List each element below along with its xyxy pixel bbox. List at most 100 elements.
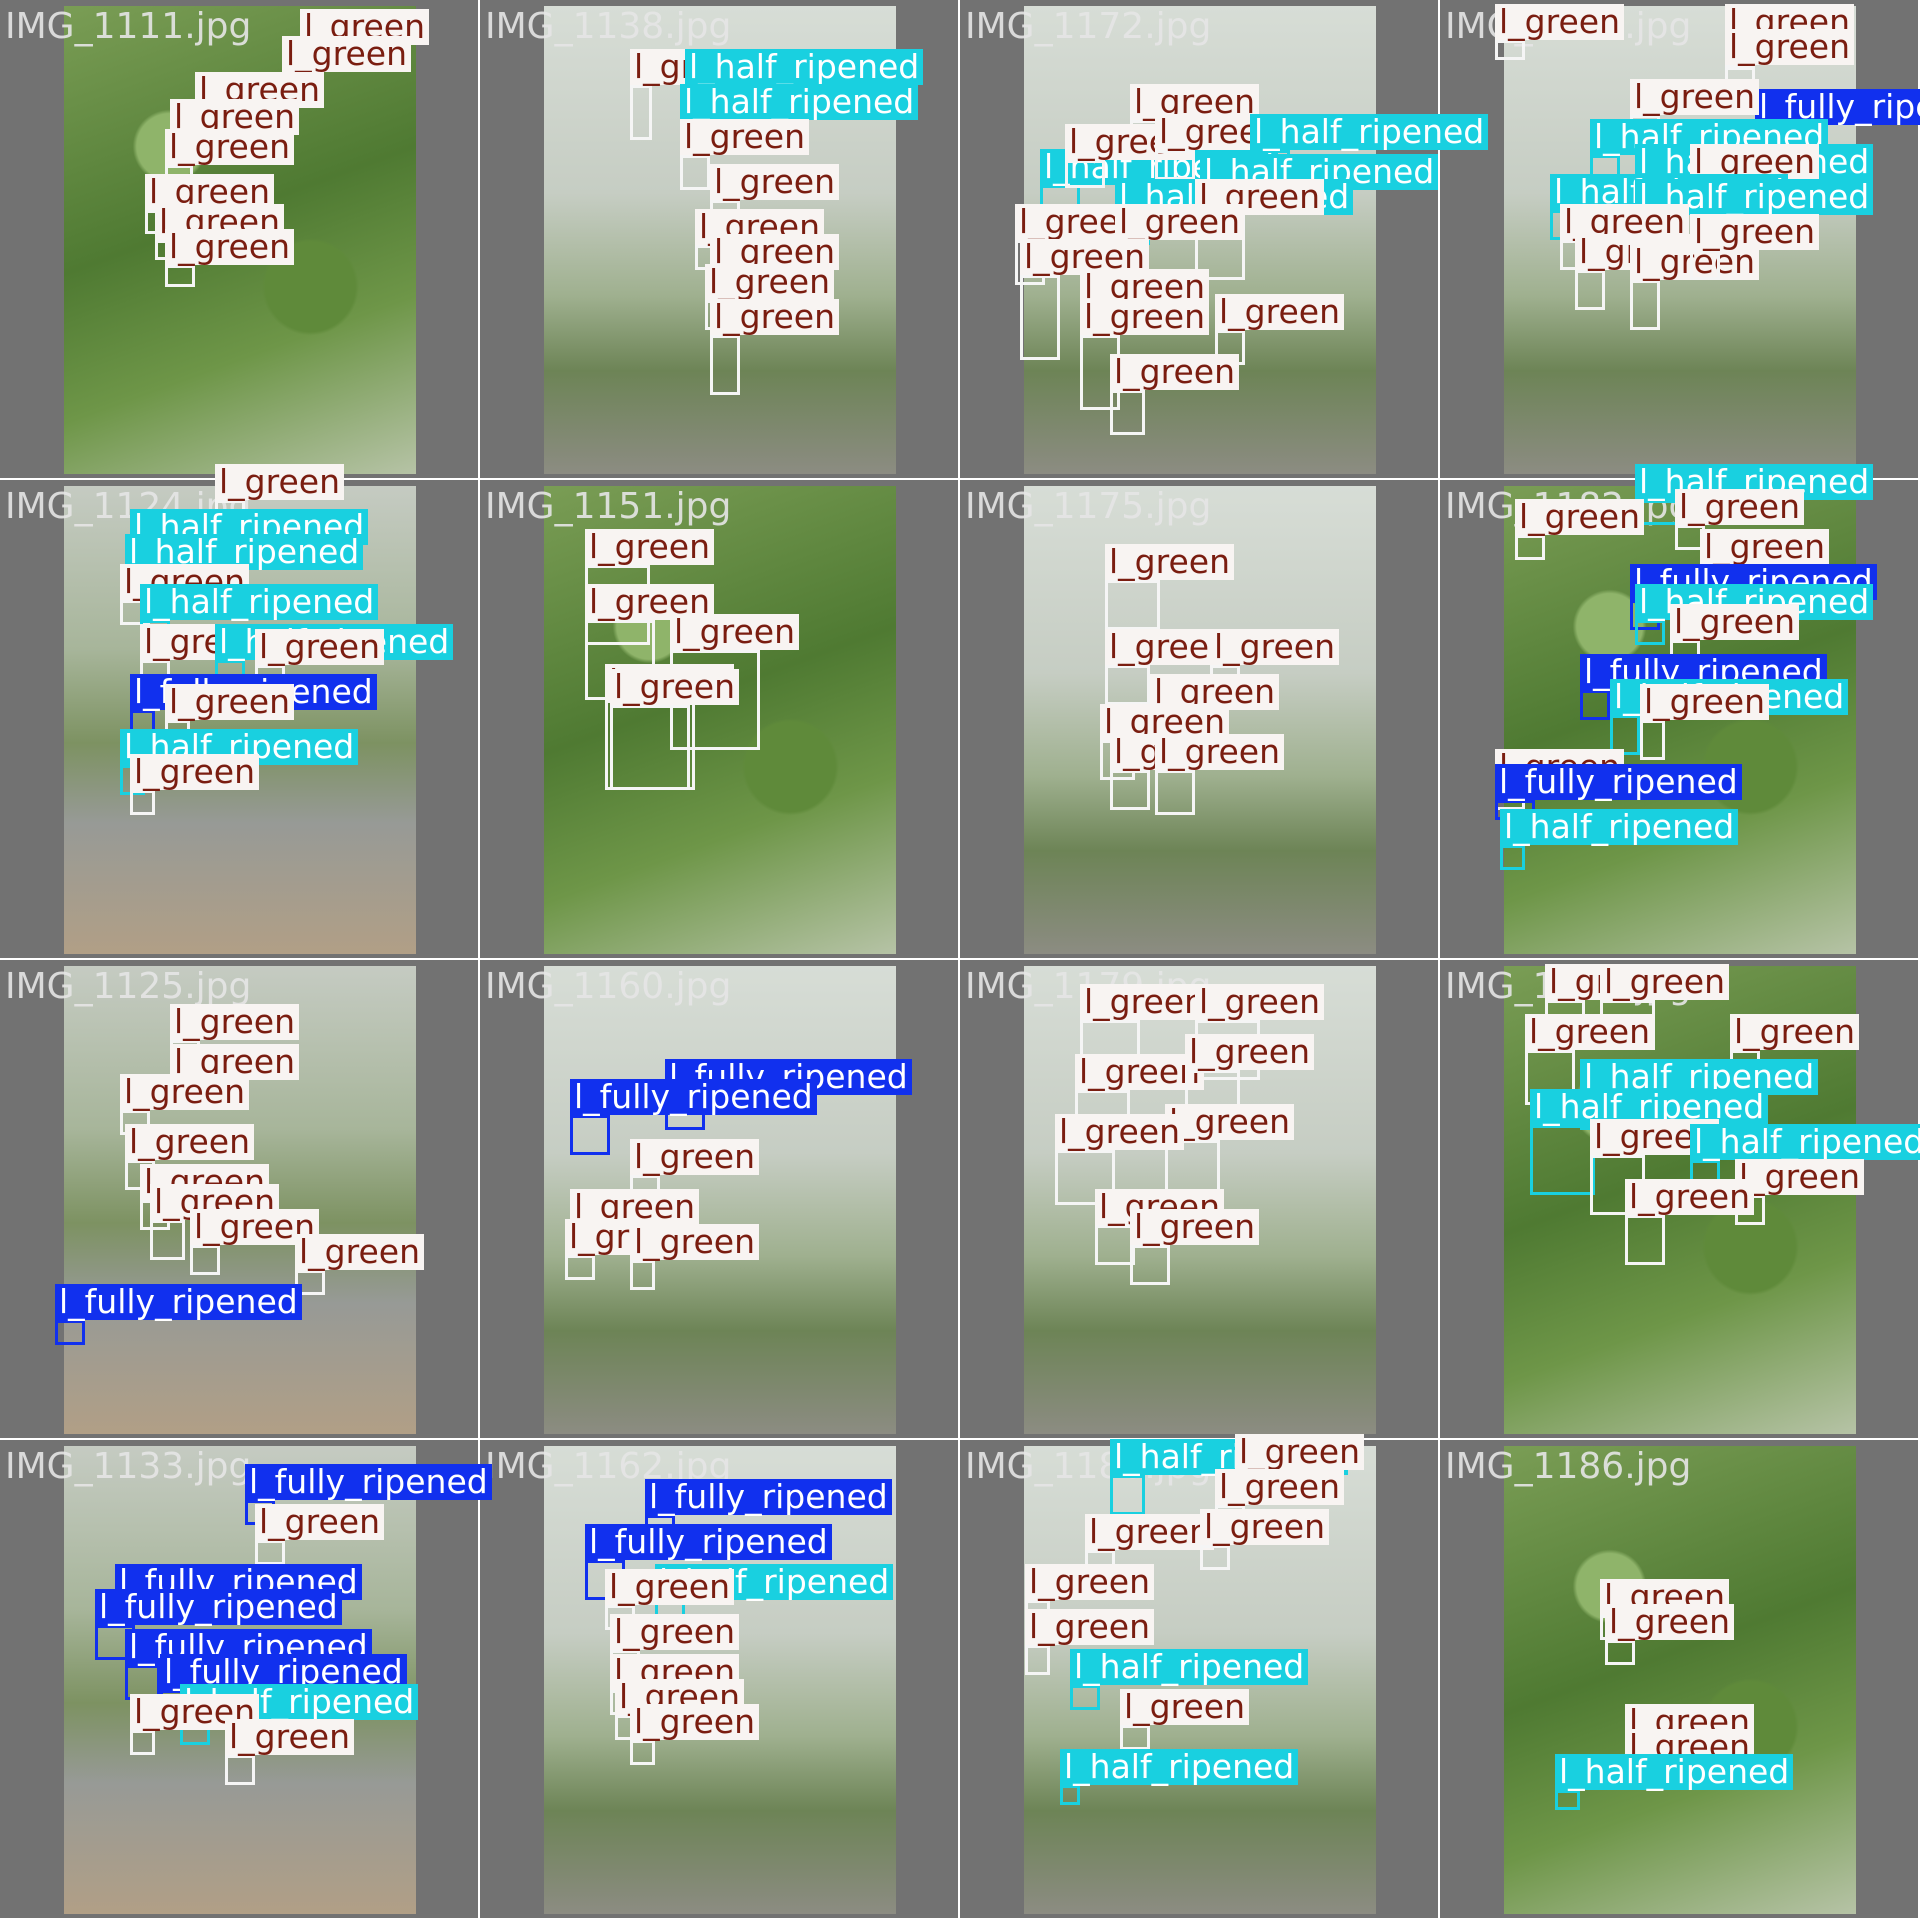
detection-green: l_green [1690, 214, 1819, 280]
class-label: l_fully_ripened [1755, 89, 1920, 125]
image-filename: IMG_1160.jpg [485, 966, 732, 1007]
class-label: l_green [225, 1719, 354, 1755]
detections-overlay: l_green l_green l_green l_green l_green l_gre… [960, 960, 1440, 1440]
bounding-box [1095, 1225, 1135, 1265]
image-tile: IMG_1111.jpg l_green l_green l_green l_green… [0, 0, 480, 480]
detections-overlay: l_greenl_half_ripenedl_half_ripenedl_gre… [480, 0, 960, 480]
detection-green: l_green [630, 1139, 759, 1200]
class-label: l_half_ripened [140, 584, 379, 620]
image-filename: IMG_1151.jpg [485, 486, 732, 527]
detection-green: l_green [1165, 1104, 1294, 1200]
class-label: l_fully_ripened [570, 1079, 817, 1115]
detections-overlay: l_fully_ripened l_fully_ripened l_green l_g… [480, 960, 960, 1440]
detections-overlay: l_green l_green l_green l_green l_green l_gre… [0, 960, 480, 1440]
bounding-box [1200, 1545, 1230, 1570]
bounding-box [255, 1540, 285, 1565]
detections-overlay: l_fully_ripened l_fully_ripened l_half_rip… [480, 1440, 960, 1920]
bounding-box [570, 1115, 610, 1155]
image-tile: IMG_1125.jpg l_green l_green l_green l_green… [0, 960, 480, 1440]
bounding-box [680, 155, 710, 190]
detection-half: l_half_ripened [1250, 114, 1489, 178]
class-label: l_fully_ripened [245, 1464, 492, 1500]
detection-green: l_green [125, 1124, 254, 1190]
class-label: l_green [1700, 529, 1829, 565]
detection-half: l_half_ripened [1500, 809, 1739, 870]
class-label: l_green [1495, 4, 1624, 40]
class-label: l_half_ripened [1250, 114, 1489, 150]
detection-green: l_green [255, 1504, 384, 1565]
detection-green: l_green [1065, 124, 1194, 188]
detection-green: l_green [1020, 239, 1149, 360]
class-label: l_green [1080, 269, 1209, 305]
detection-green: l_green [1640, 684, 1769, 760]
class-label: l_green [585, 529, 714, 565]
detection-green: l_green [165, 129, 294, 187]
detection-green: l_green [1625, 1179, 1754, 1265]
class-label: l_green [282, 36, 411, 72]
detection-green: l_green [1515, 499, 1644, 560]
bounding-box [1110, 1475, 1145, 1515]
class-label: l_green [630, 1139, 759, 1175]
class-label: l_green [1155, 734, 1284, 770]
detection-green: l_green [680, 119, 809, 190]
image-tile: IMG_1185.jpgl_greenl_greenl_greenl_green… [1440, 960, 1920, 1440]
bounding-box [610, 705, 690, 790]
detection-green: l_green [1725, 29, 1854, 90]
class-label: l_green [1215, 294, 1344, 330]
bounding-box [1120, 1725, 1150, 1750]
detection-green: l_green [1105, 544, 1234, 630]
detection-green: l_green [1215, 1469, 1344, 1530]
detection-green: l_green [1670, 604, 1799, 670]
class-label: l_green [1600, 964, 1729, 1000]
bounding-box [190, 1245, 220, 1275]
class-label: l_green [1515, 499, 1644, 535]
detection-green: l_green [1495, 4, 1624, 60]
bounding-box [150, 1220, 185, 1260]
bounding-box [225, 1755, 255, 1785]
detection-half: l_half_ripened [1690, 1124, 1920, 1190]
bounding-box [1130, 1245, 1170, 1285]
class-label: l_green [1130, 1209, 1259, 1245]
detection-half: l_half_ripened [1635, 584, 1874, 645]
detection-fully: l_fully_ripened [1580, 654, 1827, 720]
class-label: l_green [1025, 1609, 1154, 1645]
class-label: l_green [1605, 1604, 1734, 1640]
class-label: l_green [1080, 984, 1209, 1020]
detections-overlay: l_half_ripened l_green l_green l_green l_gre… [960, 1434, 1440, 1920]
detection-fully: l_fully_ripened [570, 1079, 817, 1155]
bounding-box [1625, 1215, 1665, 1265]
image-tile: IMG_1133.jpg l_fully_ripened l_green l_full… [0, 1440, 492, 1920]
image-tile: IMG_1183.jpgl_greenl_greenl_greenl_fully… [1440, 0, 1920, 480]
detections-overlay: l_greenl_greenl_greenl_greenl_half_ripen… [1440, 960, 1920, 1440]
class-label: l_green [1120, 1689, 1249, 1725]
bounding-box [1155, 150, 1195, 180]
detection-green: l_green [1155, 114, 1284, 180]
detections-overlay: l_green l_green l_green l_green l_green l_gre… [960, 480, 1440, 960]
tomato-photo [1504, 1446, 1856, 1914]
detection-green: l_green [1155, 734, 1284, 815]
image-filename: IMG_1175.jpg [965, 486, 1212, 527]
class-label: l_green [1110, 354, 1239, 390]
class-label: l_green [1115, 204, 1244, 240]
detection-half: l_half_ripened [1070, 1649, 1309, 1710]
class-label: l_green [120, 1074, 249, 1110]
class-label: l_fully_ripened [55, 1284, 302, 1320]
bounding-box [1025, 1645, 1050, 1675]
class-label: l_fully_ripened [1495, 764, 1742, 800]
class-label: l_green [170, 1004, 299, 1040]
class-label: l_green [295, 1234, 424, 1270]
detection-green: l_green [255, 629, 384, 690]
bounding-box [1530, 1125, 1595, 1195]
detection-green: l_green [605, 1569, 734, 1630]
detection-green: l_green [1110, 354, 1239, 435]
detection-fully: l_fully_ripened [245, 1464, 492, 1525]
class-label: l_green [610, 1614, 739, 1650]
class-label: l_green [170, 1044, 299, 1080]
detection-green: l_green [1095, 1189, 1224, 1265]
class-label: l_green [1675, 489, 1804, 525]
bounding-box [630, 1740, 655, 1765]
bounding-box [1555, 1790, 1580, 1810]
class-label: l_green [1055, 1114, 1184, 1150]
detection-green: l_green [1105, 629, 1234, 705]
